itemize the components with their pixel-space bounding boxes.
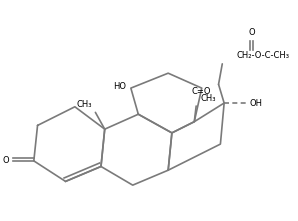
Text: O: O — [2, 156, 9, 165]
Text: C=O: C=O — [192, 87, 211, 96]
Text: OH: OH — [249, 99, 263, 108]
Text: CH₃: CH₃ — [77, 100, 92, 109]
Text: CH₃: CH₃ — [201, 94, 216, 103]
Text: HO: HO — [113, 82, 126, 91]
Text: O: O — [248, 28, 255, 37]
Text: CH₂-O-C-CH₃: CH₂-O-C-CH₃ — [236, 51, 289, 60]
